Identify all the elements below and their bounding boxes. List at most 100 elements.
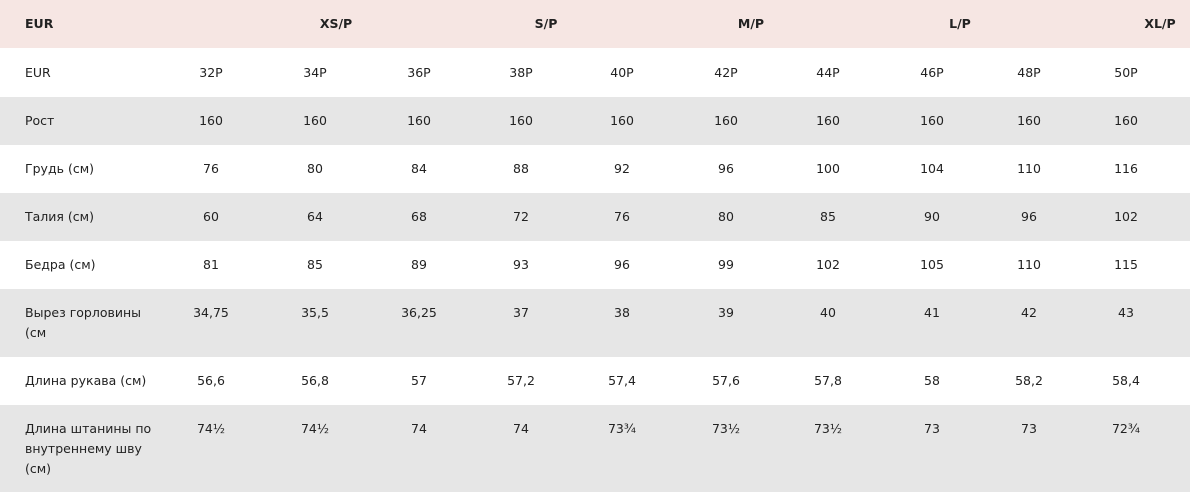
table-row <box>0 241 1190 289</box>
header-cell: EUR <box>25 16 54 31</box>
table-cell: 56,8 <box>301 373 329 388</box>
table-cell: 89 <box>411 257 427 272</box>
table-cell: 102 <box>816 257 840 272</box>
table-cell: 74 <box>513 421 529 436</box>
table-cell: 46P <box>920 65 944 80</box>
table-cell: 57,8 <box>814 373 842 388</box>
table-cell: 50P <box>1114 65 1138 80</box>
table-cell: 42 <box>1021 305 1037 320</box>
table-cell: 160 <box>610 113 634 128</box>
table-cell: 104 <box>920 161 944 176</box>
table-cell: 96 <box>1021 209 1037 224</box>
table-cell: 96 <box>614 257 630 272</box>
header-cell: L/P <box>949 16 971 31</box>
table-cell: 105 <box>920 257 944 272</box>
table-cell: 160 <box>199 113 223 128</box>
table-cell: 57 <box>411 373 427 388</box>
table-cell: 57,4 <box>608 373 636 388</box>
table-row <box>0 289 1190 357</box>
table-cell: 160 <box>920 113 944 128</box>
row-label: Длина штанины по внутреннему шву (см) <box>25 421 152 476</box>
table-cell: 102 <box>1114 209 1138 224</box>
table-cell: 73¾ <box>607 421 637 436</box>
table-cell: 73½ <box>711 421 741 436</box>
row-label: EUR <box>25 65 51 80</box>
table-cell: 110 <box>1017 257 1041 272</box>
table-cell: 43 <box>1118 305 1134 320</box>
table-cell: 81 <box>203 257 219 272</box>
table-row <box>0 405 1190 492</box>
table-cell: 99 <box>718 257 734 272</box>
table-cell: 38 <box>614 305 630 320</box>
table-row <box>0 357 1190 405</box>
row-label: Бедра (см) <box>25 257 96 272</box>
table-cell: 74½ <box>300 421 330 436</box>
table-cell: 93 <box>513 257 529 272</box>
header-row <box>0 0 1190 48</box>
header-cell: XL/P <box>1144 16 1176 31</box>
table-cell: 80 <box>718 209 734 224</box>
table-cell: 160 <box>816 113 840 128</box>
table-row <box>0 145 1190 193</box>
table-cell: 72 <box>513 209 529 224</box>
table-row <box>0 49 1190 97</box>
table-cell: 160 <box>407 113 431 128</box>
table-cell: 74½ <box>196 421 226 436</box>
row-label: Вырез горловины (см <box>25 305 142 340</box>
table-cell: 73½ <box>813 421 843 436</box>
table-cell: 84 <box>411 161 427 176</box>
header-cell: S/P <box>534 16 558 31</box>
table-cell: 88 <box>513 161 529 176</box>
table-cell: 90 <box>924 209 940 224</box>
table-row <box>0 193 1190 241</box>
table-cell: 34,75 <box>193 305 229 320</box>
header-cell: M/P <box>737 16 765 31</box>
table-cell: 57,2 <box>507 373 535 388</box>
table-cell: 42P <box>714 65 738 80</box>
table-cell: 160 <box>1114 113 1138 128</box>
table-cell: 160 <box>714 113 738 128</box>
table-cell: 39 <box>718 305 734 320</box>
table-cell: 40 <box>820 305 836 320</box>
table-cell: 80 <box>307 161 323 176</box>
row-label: Грудь (см) <box>25 161 94 176</box>
table-cell: 72¾ <box>1111 421 1141 436</box>
table-cell: 41 <box>924 305 940 320</box>
row-label: Талия (см) <box>25 209 94 224</box>
table-cell: 34P <box>303 65 327 80</box>
table-cell: 74 <box>411 421 427 436</box>
table-cell: 36,25 <box>401 305 437 320</box>
table-cell: 60 <box>203 209 219 224</box>
table-cell: 110 <box>1017 161 1041 176</box>
table-cell: 58 <box>924 373 940 388</box>
table-cell: 76 <box>203 161 219 176</box>
table-cell: 115 <box>1114 257 1138 272</box>
table-row <box>0 97 1190 145</box>
table-cell: 37 <box>513 305 529 320</box>
table-cell: 116 <box>1114 161 1138 176</box>
table-cell: 32P <box>199 65 223 80</box>
table-cell: 68 <box>411 209 427 224</box>
table-cell: 40P <box>610 65 634 80</box>
table-cell: 160 <box>1017 113 1041 128</box>
table-cell: 44P <box>816 65 840 80</box>
table-cell: 38P <box>509 65 533 80</box>
table-cell: 58,2 <box>1015 373 1043 388</box>
table-cell: 160 <box>509 113 533 128</box>
table-cell: 73 <box>1021 421 1037 436</box>
row-label: Длина рукава (см) <box>25 373 147 388</box>
table-cell: 57,6 <box>712 373 740 388</box>
table-cell: 58,4 <box>1112 373 1140 388</box>
table-cell: 160 <box>303 113 327 128</box>
table-cell: 48P <box>1017 65 1041 80</box>
table-cell: 92 <box>614 161 630 176</box>
header-cell: XS/P <box>319 16 353 31</box>
table-cell: 96 <box>718 161 734 176</box>
table-cell: 100 <box>816 161 840 176</box>
table-cell: 64 <box>307 209 323 224</box>
table-cell: 36P <box>407 65 431 80</box>
table-cell: 56,6 <box>197 373 225 388</box>
table-cell: 85 <box>307 257 323 272</box>
table-cell: 85 <box>820 209 836 224</box>
